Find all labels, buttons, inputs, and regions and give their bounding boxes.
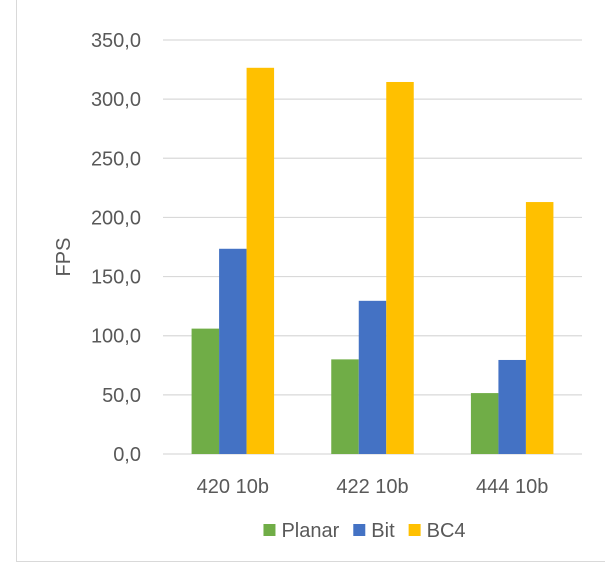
bar-planar-2 bbox=[331, 359, 359, 454]
bar-bc4-2 bbox=[386, 81, 414, 455]
legend-label: Planar bbox=[281, 520, 339, 542]
y-tick-label: 150,0 bbox=[91, 267, 141, 289]
y-tick-label: 50,0 bbox=[102, 385, 141, 407]
bar-planar-3 bbox=[470, 393, 499, 454]
y-tick-label: 200,0 bbox=[91, 207, 141, 229]
bar-planar-1 bbox=[191, 328, 220, 454]
bar-bc4-3 bbox=[525, 202, 554, 454]
legend-swatch bbox=[408, 524, 421, 536]
y-tick-label: 300,0 bbox=[91, 89, 141, 111]
legend-item-bit: Bit bbox=[353, 520, 395, 542]
bar-bit-3 bbox=[498, 359, 526, 454]
y-tick-label: 0,0 bbox=[113, 444, 141, 466]
y-axis-title: FPS bbox=[53, 238, 75, 277]
x-axis-ticks: 420 10b 422 10b 444 10b bbox=[197, 476, 549, 498]
y-tick-label: 100,0 bbox=[91, 326, 141, 348]
y-tick-label: 250,0 bbox=[91, 148, 141, 170]
legend-item-bc4: BC4 bbox=[408, 520, 466, 542]
x-tick-label: 422 10b bbox=[336, 476, 408, 498]
legend-swatch bbox=[353, 524, 366, 536]
chart-frame bbox=[16, 0, 605, 562]
legend-label: BC4 bbox=[427, 520, 466, 542]
bar-bc4-1 bbox=[246, 67, 275, 454]
legend-label: Bit bbox=[371, 520, 395, 542]
legend-item-planar: Planar bbox=[263, 520, 340, 542]
x-tick-label: 420 10b bbox=[197, 476, 269, 498]
bars bbox=[191, 67, 554, 455]
bar-bit-1 bbox=[219, 248, 247, 454]
y-tick-label: 350,0 bbox=[91, 30, 141, 52]
y-axis-ticks: 0,0 50,0 100,0 150,0 200,0 250,0 300,0 350,0 bbox=[91, 30, 141, 466]
x-tick-label: 444 10b bbox=[476, 476, 548, 498]
legend-swatch bbox=[263, 524, 276, 536]
legend: Planar Bit BC4 bbox=[263, 520, 466, 542]
bar-bit-2 bbox=[358, 300, 387, 454]
